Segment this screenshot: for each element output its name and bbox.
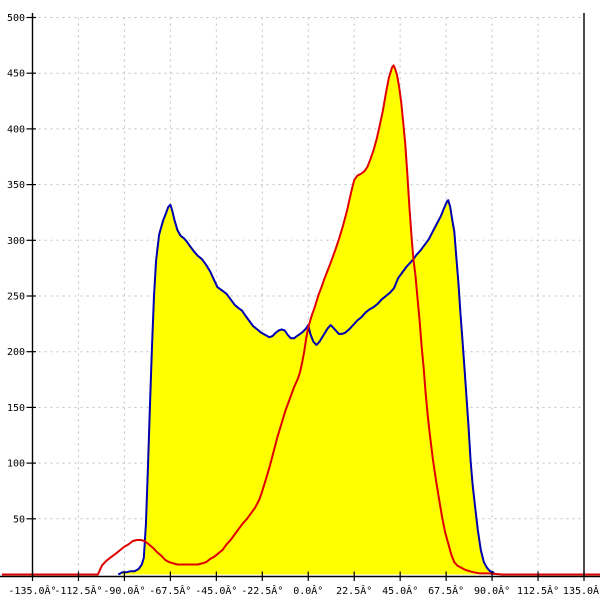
x-tick-label: 90.0Â° <box>474 584 510 597</box>
x-tick-label: 135.0Â° <box>563 584 600 597</box>
y-tick-label: 500 <box>7 13 25 24</box>
x-tick-label: -67.5Â° <box>149 584 191 597</box>
x-tick-label: 45.0Â° <box>382 584 418 597</box>
y-tick-label: 350 <box>7 180 25 191</box>
y-tick-label: 250 <box>7 292 25 303</box>
x-tick-label: -22.5Â° <box>241 584 283 597</box>
y-tick-label: 100 <box>7 459 25 470</box>
x-tick-label: 0.0Â° <box>293 584 323 597</box>
red-curve <box>1 64 600 576</box>
x-tick-label: -135.0Â° <box>8 584 56 597</box>
y-tick-label: 200 <box>7 347 25 358</box>
y-tick-label: 400 <box>7 124 25 135</box>
y-tick-label: 450 <box>7 69 25 80</box>
x-tick-label: 112.5Â° <box>517 584 559 597</box>
y-tick-label: 300 <box>7 236 25 247</box>
x-tick-label: 22.5Â° <box>336 584 372 597</box>
blue-curve <box>117 199 496 576</box>
x-tick-label: -90.0Â° <box>103 584 145 597</box>
y-tick-label: 50 <box>13 514 25 525</box>
yellow-fill-area <box>118 65 496 575</box>
y-tick-label: 150 <box>7 403 25 414</box>
x-tick-label: -45.0Â° <box>195 584 237 597</box>
x-tick-label: -112.5Â° <box>54 584 102 597</box>
x-tick-label: 67.5Â° <box>428 584 464 597</box>
